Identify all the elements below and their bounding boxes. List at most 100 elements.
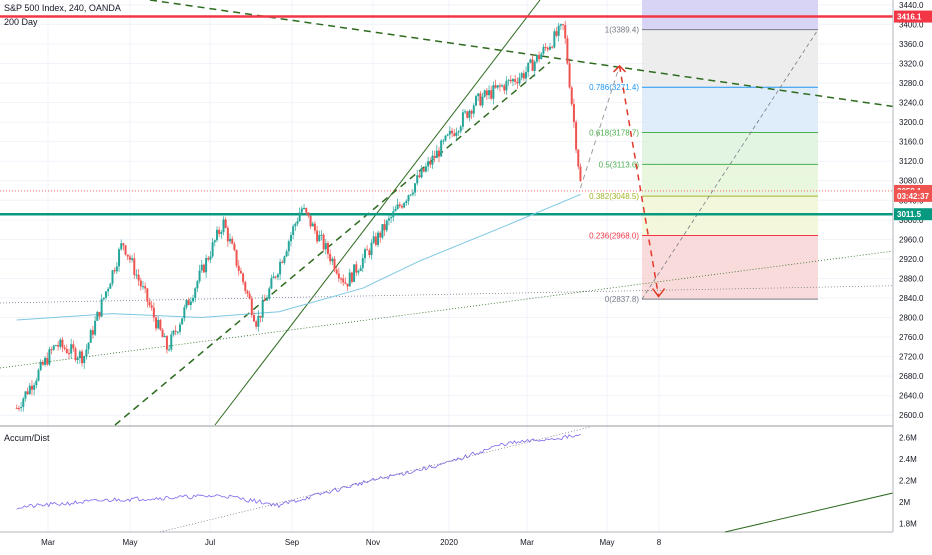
candle-body xyxy=(135,274,138,276)
candle-body xyxy=(294,223,297,227)
candle-body xyxy=(220,232,223,234)
candle-body xyxy=(109,283,112,289)
candle-body xyxy=(76,358,79,360)
candle-body xyxy=(226,227,229,242)
candle-body xyxy=(455,132,458,136)
price-tag-label: 3416.1 xyxy=(897,13,922,22)
projection-peak-marker xyxy=(612,64,627,73)
candle-body xyxy=(531,59,534,71)
candle-body xyxy=(516,81,519,84)
candle-body xyxy=(122,243,125,246)
candle-body xyxy=(15,407,18,409)
candle-body xyxy=(335,269,338,274)
candle-body xyxy=(150,305,153,308)
candle-body xyxy=(139,280,142,287)
candle-body xyxy=(198,270,201,282)
candle-body xyxy=(518,77,521,84)
candle-body xyxy=(387,218,390,221)
candle-body xyxy=(246,290,249,294)
candle-body xyxy=(357,270,360,273)
price-tag xyxy=(894,208,932,221)
candle-body xyxy=(224,219,227,228)
candle-body xyxy=(237,265,240,271)
ad-tick-label: 2.6M xyxy=(899,434,917,443)
candle-body xyxy=(472,105,475,114)
candle-body xyxy=(361,258,364,269)
candle-body xyxy=(350,272,353,282)
candle-body xyxy=(559,24,562,26)
candle-body xyxy=(390,217,393,219)
candle-body xyxy=(331,258,334,262)
fib-level-label: 0.786(3271.4) xyxy=(589,83,639,92)
price-axis-bg xyxy=(893,0,932,550)
candle-body xyxy=(292,226,295,235)
fib-trend-line xyxy=(641,29,819,300)
time-tick-label: Mar xyxy=(520,538,534,547)
candle-body xyxy=(50,349,53,351)
candle-body xyxy=(529,59,532,63)
candle-body xyxy=(396,204,399,210)
candle-body xyxy=(205,258,208,273)
price-tag xyxy=(894,189,932,202)
price-tag xyxy=(894,10,932,23)
candle-body xyxy=(104,291,107,298)
candle-body xyxy=(461,112,464,127)
candle-body xyxy=(381,224,384,238)
price-tick-label: 2640.0 xyxy=(899,392,924,401)
candle-body xyxy=(248,293,251,299)
candle-body xyxy=(337,273,340,279)
candle-body xyxy=(392,211,395,218)
candle-body xyxy=(118,249,121,267)
candle-body xyxy=(307,212,310,216)
candle-body xyxy=(318,235,321,242)
candle-body xyxy=(368,250,371,256)
candle-body xyxy=(270,278,273,289)
candle-body xyxy=(52,345,55,350)
candle-body xyxy=(257,315,260,327)
candle-body xyxy=(400,205,403,208)
fib-zone xyxy=(642,235,818,300)
price-tick-label: 3120.0 xyxy=(899,157,924,166)
candle-body xyxy=(414,183,417,193)
candle-body xyxy=(46,357,49,365)
candle-body xyxy=(100,299,103,317)
candle-body xyxy=(233,243,236,250)
candle-body xyxy=(494,85,497,88)
candle-body xyxy=(115,266,118,272)
candle-body xyxy=(229,238,232,242)
candle-body xyxy=(287,241,290,252)
candles xyxy=(15,20,582,412)
candle-body xyxy=(435,150,438,159)
time-tick-label: 8 xyxy=(657,538,662,547)
candle-body xyxy=(91,330,94,335)
candle-body xyxy=(279,261,282,275)
candle-body xyxy=(481,96,484,106)
time-tick-label: Jul xyxy=(205,538,215,547)
candle-body xyxy=(54,345,57,347)
candle-body xyxy=(359,268,362,271)
time-tick-label: May xyxy=(122,538,137,547)
candle-body xyxy=(303,208,306,210)
candle-body xyxy=(183,307,186,319)
candle-body xyxy=(244,282,247,291)
candle-body xyxy=(309,215,312,227)
candle-body xyxy=(525,72,528,79)
price-tick-label: 2720.0 xyxy=(899,353,924,362)
candle-body xyxy=(320,234,323,236)
candle-body xyxy=(276,274,279,278)
candle-body xyxy=(316,230,319,242)
candle-body xyxy=(313,223,316,231)
candle-body xyxy=(285,251,288,257)
price-tick-label: 3160.0 xyxy=(899,138,924,147)
candle-body xyxy=(33,385,36,390)
candle-body xyxy=(181,318,184,325)
candle-body xyxy=(161,329,164,338)
candle-body xyxy=(157,319,160,329)
candle-body xyxy=(385,220,388,231)
candle-body xyxy=(538,54,541,60)
candle-body xyxy=(326,243,329,254)
candle-body xyxy=(446,134,449,136)
projection-up-leg xyxy=(579,65,620,189)
